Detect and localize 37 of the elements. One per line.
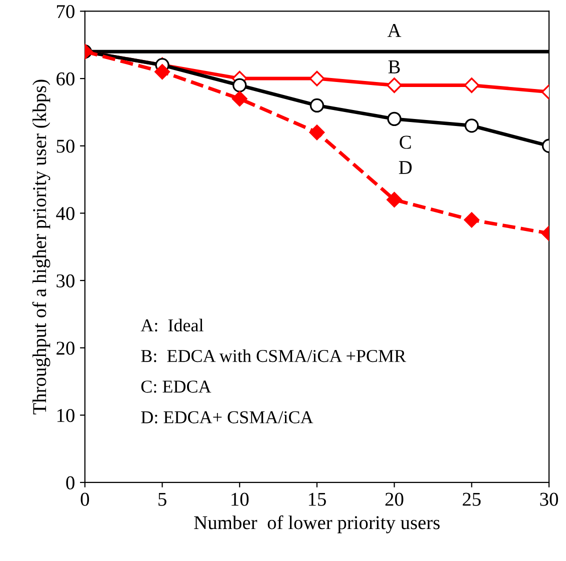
annotation: C: EDCA: [141, 380, 212, 393]
y-tick-label: 70: [57, 5, 74, 18]
point: [309, 70, 325, 86]
series-label: C: [400, 136, 411, 149]
point: [464, 118, 479, 133]
y-tick-label: 40: [56, 206, 74, 220]
point: [310, 98, 324, 113]
x-tick-label: 15: [308, 492, 326, 506]
y-tick-label: 20: [56, 342, 74, 355]
point: [464, 212, 480, 228]
point: [386, 78, 402, 93]
annotation: B: EDCA with CSMA/iCA +PCMR: [141, 349, 406, 362]
y-tick-label: 0: [66, 476, 74, 490]
annotation: A: Ideal: [140, 318, 204, 332]
x-axis-title: Number of lower priority users: [194, 515, 440, 534]
point: [309, 124, 325, 140]
y-tick-label: 50: [56, 140, 74, 153]
series-label: D: [398, 161, 412, 174]
point: [154, 64, 170, 80]
x-tick-label: 5: [158, 492, 166, 506]
x-tick-label: 10: [232, 492, 249, 506]
point: [232, 91, 248, 106]
y-tick-label: 30: [56, 274, 74, 288]
x-tick-label: 0: [80, 492, 90, 506]
x-tick-label: 20: [385, 492, 404, 506]
point: [232, 78, 247, 92]
series-label: A: [387, 24, 402, 37]
point: [386, 192, 402, 208]
y-tick-label: 60: [56, 72, 74, 86]
x-tick-label: 30: [540, 492, 558, 506]
point: [387, 112, 402, 126]
y-axis-title: Throughput of a higher priority user (kbps): [32, 80, 50, 414]
y-tick-label: 10: [57, 408, 74, 422]
point: [464, 78, 480, 93]
annotation: D: EDCA+ CSMA/iCA: [141, 411, 314, 424]
x-tick-label: 25: [462, 492, 481, 506]
series-label: B: [388, 60, 400, 74]
